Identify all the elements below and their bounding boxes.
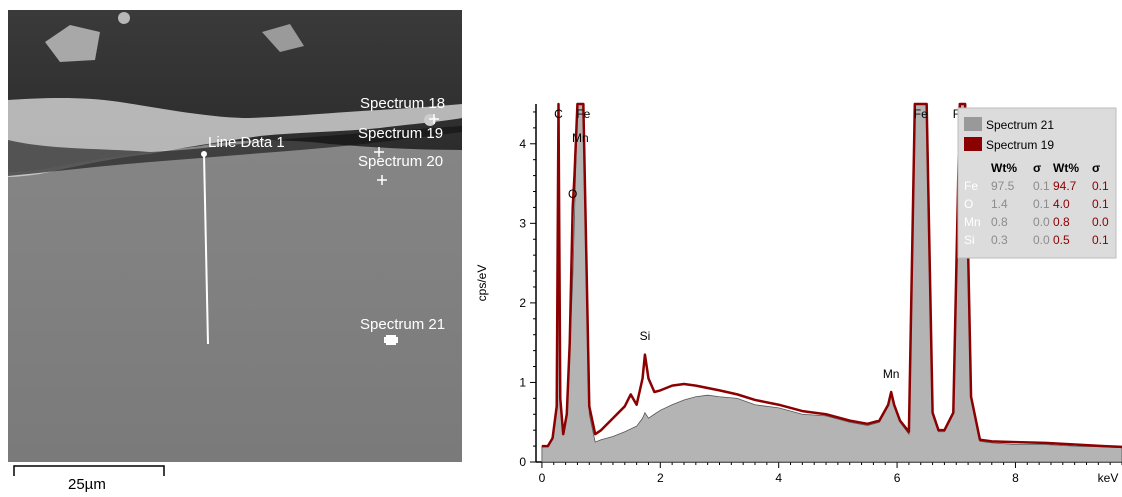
sem-image-panel: Spectrum 18 Spectrum 19 Spectrum 20 Line… [0,0,470,493]
legend-header-wt-19: Wt% [1053,161,1079,175]
series-spectrum-19-line [541,102,1122,449]
sem-particle [118,12,130,24]
legend-cell: Si [964,233,975,247]
chart-legend: Spectrum 21 Spectrum 19 Wt% σ Wt% σ Fe 97… [957,107,1117,259]
peak-label: O [568,187,577,201]
peak-label: Fe [914,107,928,121]
legend-cell: 0.8 [1053,215,1070,229]
legend-cell: O [964,197,973,211]
legend-header-sigma-19: σ [1092,161,1100,175]
legend-header-sigma-21: σ [1033,161,1041,175]
legend-header-wt-21: Wt% [991,161,1017,175]
sem-particle [262,24,304,52]
label-spectrum-18: Spectrum 18 [360,95,445,112]
sem-gap [8,126,462,176]
label-line-data: Line Data 1 [208,134,285,151]
peak-label: Fe [576,107,590,121]
scale-bar-label: 25µm [68,476,106,492]
x-tick-label: 6 [894,471,901,485]
x-tick-label: 2 [657,471,664,485]
x-tick-label: 4 [775,471,782,485]
legend-label-spectrum-21: Spectrum 21 [986,118,1054,132]
peak-label: C [554,107,563,121]
line-scan-start [201,151,207,157]
legend-cell: 0.8 [991,215,1008,229]
y-tick-label: 2 [519,296,526,310]
label-spectrum-21: Spectrum 21 [360,316,445,333]
spectrum-markers [374,114,439,185]
sem-image: Spectrum 18 Spectrum 19 Spectrum 20 Line… [8,10,462,493]
x-axis-label: keV [1098,471,1119,485]
peak-label: Mn [572,131,589,145]
marker-spectrum-18 [429,114,439,124]
y-tick-label: 4 [519,137,526,151]
line-scan [203,153,209,345]
legend-label-spectrum-19: Spectrum 19 [986,138,1054,152]
label-spectrum-19: Spectrum 19 [358,125,443,142]
y-axis-label: cps/eV [475,265,489,302]
legend-cell: 0.0 [1033,215,1050,229]
legend-cell: Fe [964,179,978,193]
legend-cell: 0.0 [1033,233,1050,247]
sem-particle [424,114,436,126]
legend-cell: 4.0 [1053,197,1070,211]
legend-swatch-spectrum-21 [964,117,982,131]
legend-box [957,107,1117,259]
legend-cell: 0.1 [1033,197,1050,211]
legend-cell: 0.0 [1092,215,1109,229]
marker-spectrum-19 [374,147,384,157]
legend-cell: 0.1 [1092,179,1109,193]
legend-cell: 0.1 [1092,197,1109,211]
legend-cell: 1.4 [991,197,1008,211]
peak-labels: CFeMnOSiMnFeFe [554,107,967,381]
x-tick-label: 8 [1012,471,1019,485]
chart-series [541,102,1122,463]
x-tick-label: 0 [539,471,546,485]
legend-cell: 94.7 [1053,179,1077,193]
peak-label: Si [640,329,651,343]
legend-cell: 0.1 [1033,179,1050,193]
legend-cell: 0.3 [991,233,1008,247]
sem-particle [45,25,100,62]
label-spectrum-20: Spectrum 20 [358,153,443,170]
legend-cell: 97.5 [991,179,1015,193]
marker-spectrum-20 [377,175,387,185]
eds-spectrum-chart: 0 2 4 6 8 0 1 2 3 4 C Fe Mn O Si Mn Fe Fe cps/eV keV Spe… [475,102,1122,485]
legend-swatch-spectrum-19 [964,137,982,151]
legend-cell: 0.5 [1053,233,1070,247]
eds-chart-panel: 0 2 4 6 8 0 1 2 3 4 C Fe Mn O Si Mn Fe Fe cps/eV keV Spe… [470,0,1122,492]
legend-cell: Mn [964,215,981,229]
y-tick-label: 3 [519,216,526,230]
y-tick-label: 0 [519,455,526,469]
y-tick-label: 1 [519,375,526,389]
scale-bar [13,465,165,476]
legend-cell: 0.1 [1092,233,1109,247]
peak-label: Mn [883,367,900,381]
